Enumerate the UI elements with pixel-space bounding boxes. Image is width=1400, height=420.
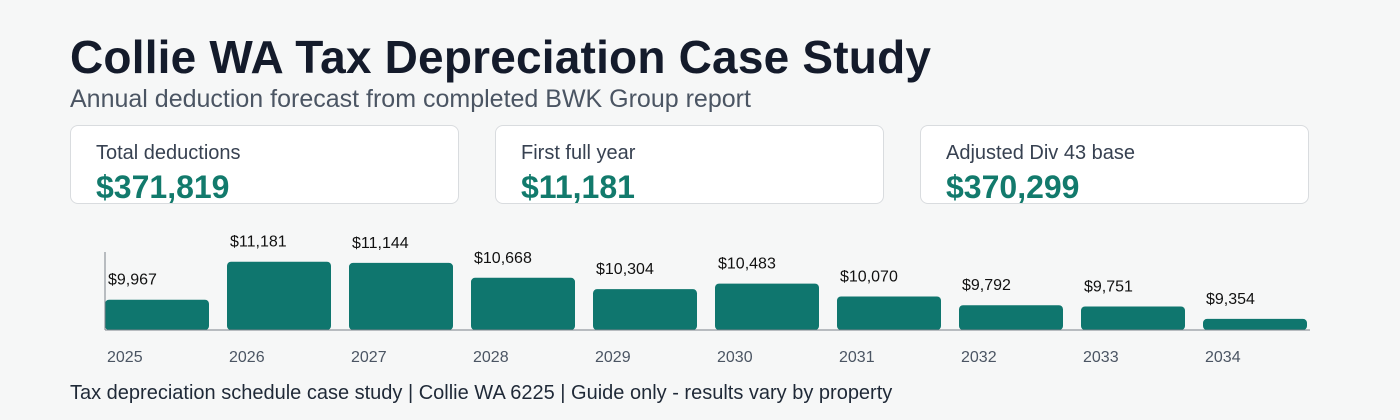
x-tick-label: 2025 <box>107 349 143 366</box>
stat-card-value: $11,181 <box>521 169 635 205</box>
data-label: $9,967 <box>108 272 157 289</box>
stat-card-label: Total deductions <box>96 142 241 164</box>
x-tick-label: 2026 <box>229 349 265 366</box>
data-label: $9,751 <box>1084 278 1133 295</box>
stat-card-value: $370,299 <box>946 169 1080 205</box>
data-label: $10,668 <box>474 250 532 267</box>
x-tick-label: 2032 <box>961 349 997 366</box>
stat-card-total-deductions: Total deductions $371,819 <box>70 125 459 205</box>
bar-2030 <box>715 283 819 330</box>
x-tick-label: 2034 <box>1205 349 1241 366</box>
bar-2033 <box>1081 306 1185 330</box>
data-label: $9,792 <box>962 277 1011 294</box>
x-tick-label: 2031 <box>839 349 875 366</box>
x-tick-label: 2029 <box>595 349 631 366</box>
data-label: $11,144 <box>352 235 409 252</box>
data-label: $9,354 <box>1206 291 1255 308</box>
x-tick-label: 2027 <box>351 349 387 366</box>
data-label: $10,070 <box>840 269 898 286</box>
bars-layer: $9,967 2025 $11,181 2026 $11,144 2027 $10,668 2… <box>105 234 1307 366</box>
stat-card-value: $371,819 <box>96 169 230 205</box>
bar-2034 <box>1203 318 1307 330</box>
bar-2025 <box>105 299 209 330</box>
stat-card-label: Adjusted Div 43 base <box>946 142 1136 164</box>
stat-card-first-full-year: First full year $11,181 <box>495 125 884 205</box>
data-label: $11,181 <box>230 234 287 251</box>
bar-2026 <box>227 261 331 330</box>
data-label: $10,483 <box>718 256 776 273</box>
x-tick-label: 2033 <box>1083 349 1119 366</box>
stat-card-label: First full year <box>521 142 636 164</box>
bar-2031 <box>837 296 941 330</box>
bar-2032 <box>959 305 1063 330</box>
x-tick-label: 2030 <box>717 349 753 366</box>
data-label: $10,304 <box>596 261 654 278</box>
bar-2029 <box>593 289 697 330</box>
bar-2028 <box>471 277 575 330</box>
stat-card-adjusted-div43-base: Adjusted Div 43 base $370,299 <box>920 125 1309 205</box>
footer-note: Tax depreciation schedule case study | C… <box>70 382 893 404</box>
page-subtitle: Annual deduction forecast from completed… <box>70 85 751 113</box>
bar-2027 <box>349 262 453 330</box>
x-tick-label: 2028 <box>473 349 509 366</box>
page-title: Collie WA Tax Depreciation Case Study <box>70 31 932 83</box>
